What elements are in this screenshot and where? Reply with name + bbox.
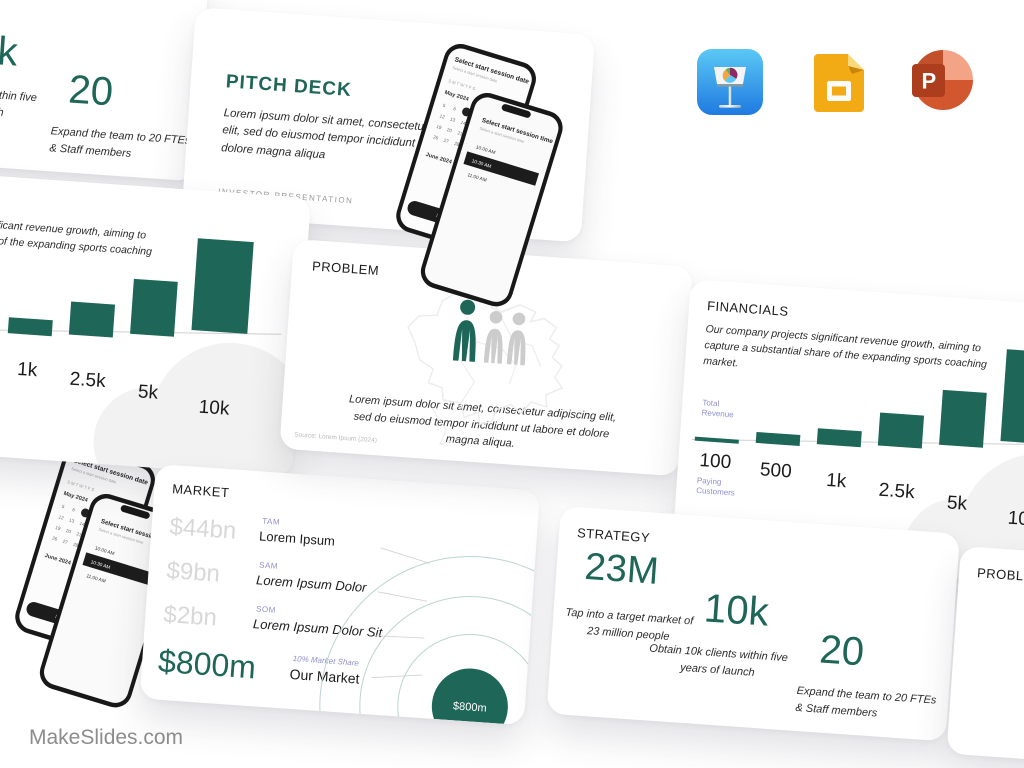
- svg-text:P: P: [922, 69, 937, 94]
- svg-text:1k: 1k: [17, 359, 39, 381]
- svg-text:5k: 5k: [137, 381, 159, 403]
- svg-text:2.5k: 2.5k: [878, 480, 916, 503]
- svg-text:10k: 10k: [198, 397, 231, 420]
- svg-text:$800m: $800m: [453, 700, 487, 714]
- svg-text:10k: 10k: [1007, 508, 1024, 531]
- svg-text:100: 100: [699, 450, 732, 473]
- svg-text:1k: 1k: [826, 470, 848, 492]
- svg-text:$100,000: $100,000: [703, 429, 731, 438]
- svg-text:5k: 5k: [946, 492, 968, 514]
- svg-text:500: 500: [759, 459, 792, 482]
- svg-text:2.5k: 2.5k: [69, 369, 107, 392]
